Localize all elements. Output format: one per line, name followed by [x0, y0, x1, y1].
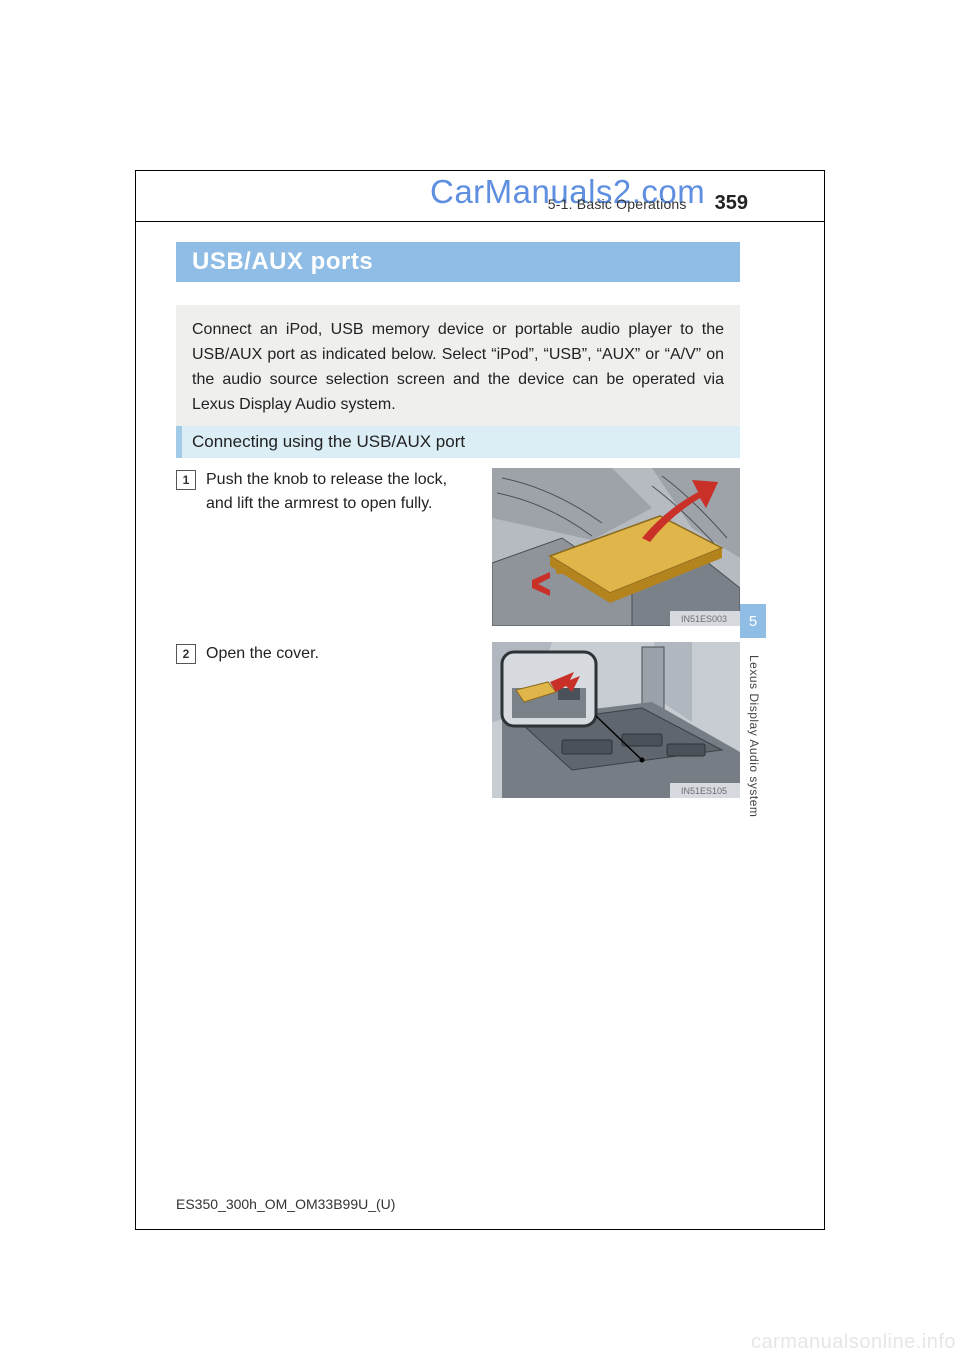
chapter-tab: 5 — [740, 604, 766, 638]
step-text: Open the cover. — [196, 642, 476, 666]
sub-heading: Connecting using the USB/AUX port — [176, 426, 740, 458]
intro-text: Connect an iPod, USB memory device or po… — [192, 317, 724, 417]
breadcrumb: 5-1. Basic Operations — [548, 196, 687, 212]
step-number: 2 — [183, 647, 190, 661]
step-2: 2 Open the cover. — [176, 642, 740, 798]
figure-1: IN51ES003 — [492, 468, 740, 626]
step-number: 1 — [183, 473, 190, 487]
figure-1-code: IN51ES003 — [681, 614, 727, 624]
figure-2: IN51ES105 — [492, 642, 740, 798]
page-header: 5-1. Basic Operations 359 — [136, 192, 824, 215]
page-number: 359 — [715, 192, 748, 215]
section-title-bar: USB/AUX ports — [176, 242, 740, 282]
sub-heading-text: Connecting using the USB/AUX port — [192, 432, 465, 452]
step-text: Push the knob to release the lock, and l… — [196, 468, 476, 516]
step-1: 1 Push the knob to release the lock, and… — [176, 468, 740, 626]
watermark-bottom: carmanualsonline.info — [751, 1331, 956, 1354]
header-rule — [136, 221, 824, 222]
figure-2-code: IN51ES105 — [681, 786, 727, 796]
chapter-label: Lexus Display Audio system — [747, 655, 761, 817]
document-code: ES350_300h_OM_OM33B99U_(U) — [176, 1196, 395, 1212]
step-number-box: 2 — [176, 644, 196, 664]
section-title: USB/AUX ports — [192, 248, 373, 276]
chapter-number: 5 — [749, 613, 757, 630]
intro-box: Connect an iPod, USB memory device or po… — [176, 305, 740, 431]
step-number-box: 1 — [176, 470, 196, 490]
